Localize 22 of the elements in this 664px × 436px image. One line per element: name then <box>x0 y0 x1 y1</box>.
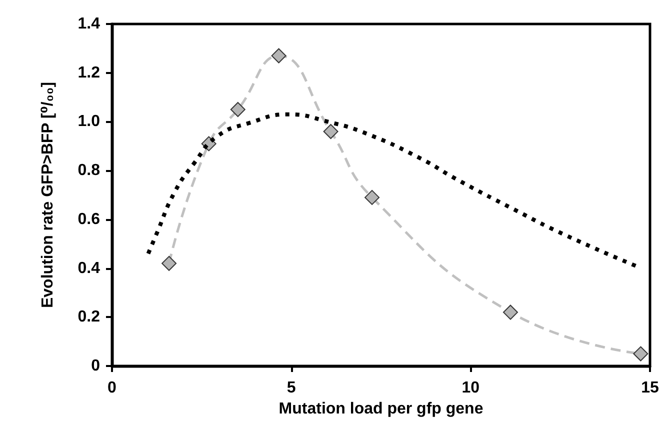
y-tick-label: 0.4 <box>78 260 100 277</box>
x-axis-title: Mutation load per gfp gene <box>278 400 484 418</box>
y-tick-label: 1.2 <box>78 64 100 82</box>
x-tick-label: 0 <box>108 380 117 396</box>
y-tick-label: 0.2 <box>78 308 100 326</box>
point <box>230 102 246 117</box>
x-tick-label: 15 <box>641 380 659 396</box>
point <box>633 346 648 362</box>
point <box>323 124 338 139</box>
y-tick-label: 0 <box>91 358 100 374</box>
y-tick-label: 1.0 <box>78 113 100 130</box>
y-tick-label: 1.4 <box>78 16 100 32</box>
line-series <box>146 112 638 268</box>
point <box>162 256 177 271</box>
point <box>364 190 380 205</box>
y-axis-title: Evolution rate GFP>BFP [⁰/₀₀] <box>40 82 56 308</box>
point <box>271 48 286 64</box>
y-tick-label: 0.6 <box>78 210 100 228</box>
x-tick-label: 5 <box>286 380 296 396</box>
y-tick-label: 0.8 <box>78 162 100 180</box>
x-tick-label: 10 <box>462 380 480 396</box>
point <box>502 304 518 320</box>
